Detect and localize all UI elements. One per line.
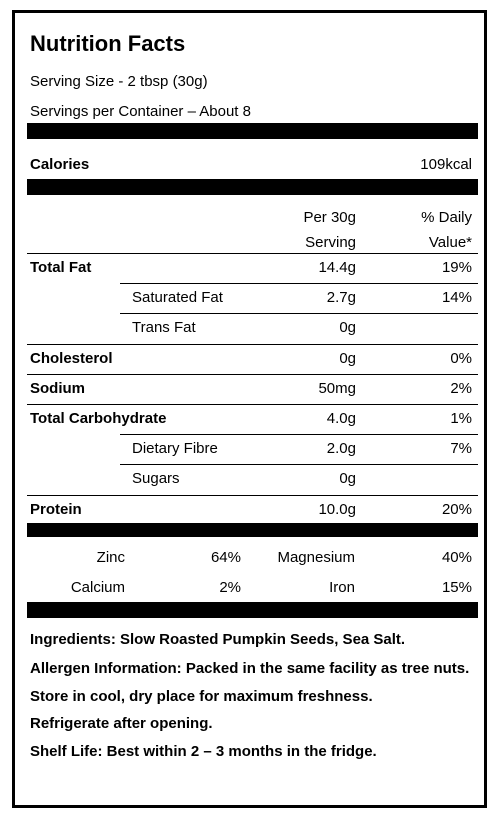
servings-per-container: Servings per Container – About 8 (30, 103, 251, 120)
serving-size: Serving Size - 2 tbsp (30g) (30, 73, 208, 90)
mineral-name: Zinc (96, 549, 125, 566)
mineral-value: 40% (441, 549, 472, 566)
thick-rule (27, 523, 478, 537)
daily-value: 7% (450, 440, 472, 458)
calories-label: Calories (30, 156, 90, 173)
row-rule (120, 313, 478, 315)
nutrient-name: Total Fat (30, 259, 92, 276)
calories-value: 109kcal (420, 156, 472, 173)
daily-value: 19% (441, 259, 472, 276)
row-rule (120, 283, 478, 285)
note: Ingredients: Slow Roasted Pumpkin Seeds,… (30, 631, 406, 648)
row-rule (27, 253, 478, 254)
column-header: % Daily Value* (421, 209, 472, 251)
thick-rule (27, 123, 478, 139)
row-rule (27, 494, 478, 496)
mineral-value: 15% (441, 579, 472, 596)
note: Shelf Life: Best within 2 – 3 months in … (30, 743, 377, 760)
row-rule (120, 464, 478, 466)
nutrient-amount: 0g (339, 470, 356, 488)
notes: Ingredients: Slow Roasted Pumpkin Seeds,… (30, 627, 470, 768)
daily-value: 14% (441, 289, 472, 307)
row-rule (27, 404, 478, 405)
nutrient-amount: 2.7g (326, 289, 356, 307)
nutrient-name: Protein (30, 500, 82, 518)
note: Refrigerate after opening. (30, 714, 213, 732)
daily-value: 20% (441, 500, 472, 518)
nutrient-amount: 10.0g (318, 500, 356, 518)
nutrient-name: Sugars (132, 470, 180, 488)
nutrient-amount: 14.4g (318, 259, 356, 276)
mineral-value: 2% (219, 579, 241, 596)
nutrient-name: Saturated Fat (132, 289, 223, 307)
note: Store in cool, dry place for maximum fre… (30, 688, 373, 705)
row-rule (27, 343, 478, 345)
mineral-name: Iron (329, 579, 355, 596)
mineral-name: Magnesium (277, 549, 355, 566)
title: Nutrition Facts (30, 31, 186, 56)
row-rule (27, 373, 478, 375)
nutrient-amount: 0g (339, 349, 356, 367)
mineral-name: Calcium (70, 579, 125, 596)
row-rule (120, 434, 478, 436)
thick-rule (27, 602, 478, 618)
daily-value: 2% (450, 379, 472, 397)
nutrient-amount: 4.0g (326, 410, 356, 427)
nutrient-name: Total Carbohydrate (30, 410, 167, 427)
nutrient-amount: 0g (339, 319, 356, 337)
daily-value: 1% (450, 410, 472, 427)
nutrient-amount: 2.0g (326, 440, 356, 458)
mineral-value: 64% (210, 549, 241, 566)
nutrient-name: Dietary Fibre (132, 440, 218, 458)
thick-rule (27, 179, 478, 195)
column-header: Per 30g Serving (303, 209, 356, 251)
nutrient-name: Trans Fat (132, 319, 196, 337)
nutrient-name: Cholesterol (30, 349, 113, 367)
daily-value: 0% (450, 349, 472, 367)
nutrition-label: Nutrition Facts Serving Size - 2 tbsp (3… (12, 10, 487, 808)
note: Allergen Information: Packed in the same… (30, 659, 470, 677)
nutrient-name: Sodium (30, 379, 85, 397)
nutrient-amount: 50mg (318, 379, 356, 397)
